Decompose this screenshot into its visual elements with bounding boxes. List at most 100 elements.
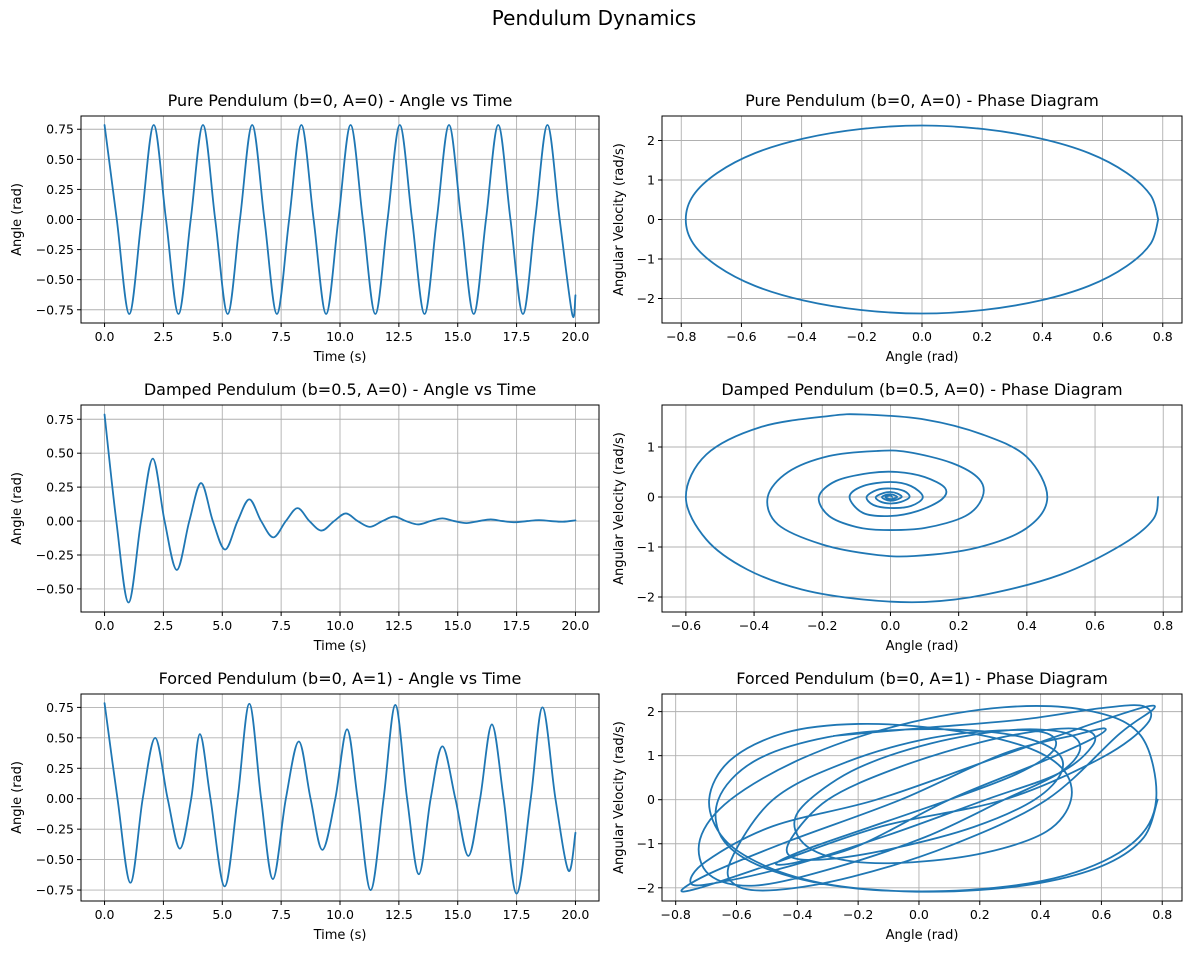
- x-tick-label: 0.4: [1032, 329, 1052, 344]
- data-line-damped-phase: [684, 413, 1160, 604]
- x-tick-label: 0.8: [1153, 329, 1173, 344]
- y-axis-label: Angle (rad): [10, 761, 25, 834]
- y-tick-label: −2: [637, 291, 655, 306]
- y-tick-label: −0.75: [36, 883, 74, 898]
- x-tick-label: 0.6: [1091, 907, 1111, 922]
- x-tick-label: 5.0: [212, 618, 232, 633]
- x-tick-label: −0.2: [843, 907, 873, 922]
- figure-suptitle: Pendulum Dynamics: [492, 6, 696, 30]
- x-tick-label: 0.0: [881, 618, 901, 633]
- subplot-title: Forced Pendulum (b=0, A=1) - Phase Diagr…: [736, 669, 1108, 688]
- y-tick-label: −0.75: [36, 302, 74, 317]
- subplot-forced-time: 0.0 2.5 5.0 7.5 10.0 12.5 15.0 17.5 20.0 −0.75 −0.…: [10, 669, 600, 943]
- y-tick-label: −0.25: [36, 242, 74, 257]
- x-axis-label: Angle (rad): [886, 639, 959, 654]
- x-tick-label: 0.0: [95, 907, 115, 922]
- y-tick-label: 1: [647, 440, 655, 455]
- y-tick-label: 1: [647, 748, 655, 763]
- x-tick-label: 0.0: [912, 329, 932, 344]
- x-tick-label: −0.8: [661, 907, 691, 922]
- x-tick-label: 7.5: [271, 907, 291, 922]
- y-tick-label: 0.75: [46, 412, 74, 427]
- subplots-grid: 0.0 2.5 5.0 7.5 10.0 12.5 15.0 17.5 20.0−0.75−0.…: [10, 91, 1183, 943]
- x-tick-label: 20.0: [562, 907, 590, 922]
- y-tick-label: −0.25: [36, 822, 74, 837]
- x-tick-label: 10.0: [326, 329, 354, 344]
- x-tick-label: 12.5: [385, 329, 413, 344]
- x-tick-label: 2.5: [153, 907, 173, 922]
- y-tick-label: 0.00: [46, 514, 74, 529]
- x-tick-label: 0.8: [1152, 907, 1172, 922]
- x-tick-label: −0.6: [671, 618, 701, 633]
- x-tick-label: 0.6: [1085, 618, 1105, 633]
- y-axis-label: Angular Velocity (rad/s): [612, 432, 627, 585]
- x-tick-label: 0.2: [972, 329, 992, 344]
- subplot-title: Pure Pendulum (b=0, A=0) - Phase Diagram: [745, 91, 1099, 110]
- subplot-damped-phase: −0.6 −0.4 −0.2 0.0 0.2 0.4 0.6 0.8 −2 −1 0 1 Damped …: [612, 380, 1183, 654]
- x-tick-label: 17.5: [503, 907, 531, 922]
- subplot-pure-time: 0.0 2.5 5.0 7.5 10.0 12.5 15.0 17.5 20.0 −0.75 −0.…: [10, 91, 600, 365]
- y-tick-label: 0.50: [46, 152, 74, 167]
- subplot-title: Pure Pendulum (b=0, A=0) - Angle vs Time: [168, 91, 513, 110]
- x-tick-label: 10.0: [326, 907, 354, 922]
- x-tick-label: 0.6: [1093, 329, 1113, 344]
- x-tick-label: 0.8: [1153, 618, 1173, 633]
- x-tick-label: 0.4: [1017, 618, 1037, 633]
- y-tick-label: 0: [647, 490, 655, 505]
- subplot-title: Damped Pendulum (b=0.5, A=0) - Angle vs …: [144, 380, 536, 399]
- y-tick-label: −1: [637, 540, 655, 555]
- axes-frame: [661, 693, 1183, 902]
- x-tick-label: −0.4: [786, 329, 816, 344]
- x-tick-label: 10.0: [326, 618, 354, 633]
- data-line-pure-phase: [684, 124, 1160, 315]
- subplot-forced-phase: −0.8 −0.6 −0.4 −0.2 0.0 0.2 0.4 0.6 0.8 −2 −1 0 1 2 Fo…: [612, 669, 1183, 943]
- x-tick-label: 0.0: [909, 907, 929, 922]
- y-tick-label: 2: [647, 704, 655, 719]
- y-tick-label: 0.50: [46, 730, 74, 745]
- y-axis-label: Angular Velocity (rad/s): [612, 143, 627, 296]
- y-axis-label: Angle (rad): [10, 472, 25, 545]
- x-tick-label: 17.5: [503, 329, 531, 344]
- y-tick-label: 0.25: [46, 761, 74, 776]
- y-tick-label: −2: [637, 880, 655, 895]
- y-tick-label: 0.50: [46, 446, 74, 461]
- data-line-pure-time: [103, 124, 577, 318]
- y-tick-label: −0.25: [36, 547, 74, 562]
- x-tick-label: 15.0: [444, 329, 472, 344]
- y-tick-label: −0.50: [36, 272, 74, 287]
- subplot-title: Damped Pendulum (b=0.5, A=0) - Phase Dia…: [721, 380, 1122, 399]
- x-tick-label: 20.0: [562, 329, 590, 344]
- x-tick-label: 0.2: [970, 907, 990, 922]
- x-axis-label: Time (s): [313, 639, 367, 654]
- axes-frame: [661, 404, 1183, 613]
- x-tick-label: 0.0: [95, 618, 115, 633]
- y-tick-label: 0.75: [46, 122, 74, 137]
- data-line-forced-time: [103, 702, 577, 895]
- x-tick-label: 0.0: [95, 329, 115, 344]
- data-line-damped-time: [103, 413, 577, 604]
- x-tick-label: 20.0: [562, 618, 590, 633]
- x-tick-label: 15.0: [444, 907, 472, 922]
- y-tick-label: 0.25: [46, 480, 74, 495]
- x-axis-label: Angle (rad): [886, 928, 959, 943]
- y-tick-label: 1: [647, 172, 655, 187]
- x-tick-label: −0.2: [847, 329, 877, 344]
- y-tick-label: 0: [647, 212, 655, 227]
- x-axis-label: Time (s): [313, 928, 367, 943]
- x-tick-label: −0.4: [782, 907, 812, 922]
- subplot-pure-phase: −0.8 −0.6 −0.4 −0.2 0.0 0.2 0.4 0.6 0.8 −2 −1 0 1 2 Pu…: [612, 91, 1183, 365]
- x-tick-label: 15.0: [444, 618, 472, 633]
- x-tick-label: 5.0: [212, 907, 232, 922]
- x-tick-label: 0.4: [1031, 907, 1051, 922]
- x-tick-label: 5.0: [212, 329, 232, 344]
- x-tick-label: 12.5: [385, 907, 413, 922]
- y-tick-label: 0.25: [46, 182, 74, 197]
- y-tick-label: 0.00: [46, 212, 74, 227]
- data-line-forced-phase: [680, 704, 1159, 893]
- y-tick-label: 0: [647, 792, 655, 807]
- y-axis-label: Angular Velocity (rad/s): [612, 721, 627, 874]
- y-tick-label: −0.50: [36, 581, 74, 596]
- subplot-damped-time: 0.0 2.5 5.0 7.5 10.0 12.5 15.0 17.5 20.0 −0.50 −0.…: [10, 380, 600, 654]
- x-tick-label: −0.4: [739, 618, 769, 633]
